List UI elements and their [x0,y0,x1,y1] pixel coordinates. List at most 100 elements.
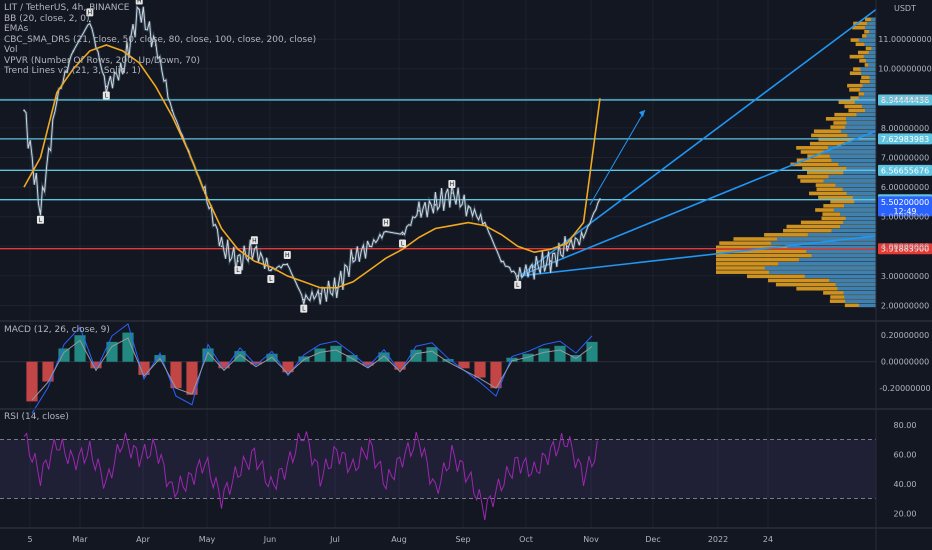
vpvr-bar-up [823,150,876,154]
price-point [220,245,223,248]
date-tick: Oct [519,535,533,544]
vpvr-bar-down [716,249,876,254]
date-tick: 5 [27,535,32,544]
vpvr-bar-up [844,141,876,146]
vpvr-bar-up [864,108,876,113]
level-label-1: 7.62983983 [881,135,929,144]
vpvr-bar-up [864,25,876,30]
pivot-high-mark [283,251,291,260]
time-axis[interactable]: 5 Mar Apr May Jun Jul Aug Sep Oct Nov Dec 2022 24 [27,535,773,544]
projection-arrow[interactable] [589,109,646,206]
price-point [237,260,239,262]
price-tick: 7.00000000 [881,154,929,163]
price-line [23,6,601,305]
macd-histogram-bar [538,348,550,362]
vpvr-bar-up [868,50,876,55]
vpvr-bar-up [829,278,876,283]
projection-arrowhead [639,110,645,118]
price-point [451,192,453,194]
pivot-letter: L [105,92,109,99]
vpvr-bar-up [828,175,876,179]
trend-lines[interactable] [519,8,877,277]
vpvr-bar-up [843,291,876,295]
pivot-letter: L [269,276,273,283]
price-point [352,257,354,259]
vpvr-bar-up [858,96,876,100]
vpvr-bar-down [768,278,876,283]
price-point [319,292,322,295]
vpvr-bar-up [842,187,876,192]
vpvr-bar-up [831,228,876,233]
macd-label[interactable]: MACD (12, 26, close, 9) [4,325,110,335]
price-tick: 2.00000000 [881,302,929,311]
vpvr-bar-up [807,233,876,237]
macd-histogram-bar [330,345,342,362]
price-point [566,245,568,248]
vpvr-bar-down [775,282,876,287]
vpvr-bar-up [866,21,876,26]
price-axis[interactable]: USDT 11.00000000 10.00000000 9.00000000 8.00… [878,4,931,518]
symbol-title[interactable]: LIT / TetherUS, 4h, BINANCE [4,3,130,13]
vpvr-bar-down [716,253,876,258]
vpvr-bar-down [800,220,876,225]
price-point [467,207,470,209]
last-price-label: 5.50200000 [881,198,929,207]
macd-histogram-bar [26,361,38,402]
macd-pane [0,323,876,414]
pivot-marks: L H L H L H L H L H L H L [36,0,522,313]
indicator-vpvr[interactable]: VPVR (Number Of Rows, 200, Up/Down, 70) [4,55,201,66]
macd-histogram-bar [186,361,198,395]
price-point [368,245,371,248]
vpvr-bar-down [857,50,876,55]
moving-average-line [23,44,601,289]
date-tick: 2022 [708,535,728,544]
rsi-label[interactable]: RSI (14, close) [4,412,69,422]
fan-trend-line-2[interactable] [519,235,877,277]
vpvr-bar-up [844,204,876,208]
currency-label: USDT [894,4,916,13]
vpvr-bar-up [835,282,876,287]
pivot-letter: H [88,9,93,16]
macd-line [31,323,593,414]
price-tick: 3.00000000 [881,272,929,281]
pivot-letter: L [516,282,520,289]
vpvr-bar-up [846,121,876,125]
date-tick: Dec [645,535,660,544]
indicator-vol[interactable]: Vol [4,45,18,55]
indicator-emas[interactable]: EMAs [4,24,29,34]
price-point [286,263,289,265]
vpvr-bar-up [839,224,876,229]
indicator-bb[interactable]: BB (20, close, 2, 0) [4,13,90,24]
macd-histogram-bar [282,361,294,373]
macd-tick: 0.00000000 [881,358,929,367]
price-tick: 8.00000000 [881,124,929,133]
rsi-tick: 40.00 [894,480,917,489]
vpvr-bar-up [837,286,876,291]
fan-trend-line-1[interactable] [519,130,877,277]
vpvr-bar-down [848,108,876,113]
indicator-cbc-sma[interactable]: CBC_SMA_DRS (21, close, 50, close, 80, c… [4,34,317,45]
vpvr-bar-down [807,170,876,175]
vpvr-bar-up [829,154,876,158]
vpvr-bar-up [843,170,876,175]
vpvr-bar-up [804,274,876,279]
price-point [253,248,256,251]
fan-trend-line-0[interactable] [519,8,877,277]
level-badge-0 [878,94,932,106]
pivot-letter: H [285,252,290,259]
price-point [500,260,503,262]
price-point [171,109,173,111]
macd-histogram-bar [298,356,310,362]
vpvr-bar-up [840,212,876,216]
pivot-high-mark [250,236,258,245]
horizontal-levels[interactable]: 8.944444367.629839836.566556765.57419323… [0,94,932,255]
pivot-high-mark [448,180,456,189]
price-point [121,67,124,70]
vpvr-bar-down [860,79,876,84]
date-tick: Sep [455,535,470,544]
price-point [484,221,486,224]
indicator-trendlines[interactable]: Trend Lines v2 (21, 3, Solid, 1) [4,66,141,76]
vpvr-bar-up [858,38,876,42]
